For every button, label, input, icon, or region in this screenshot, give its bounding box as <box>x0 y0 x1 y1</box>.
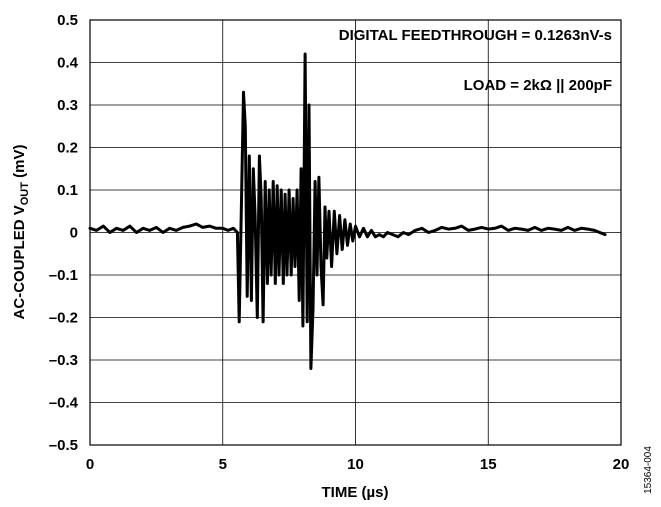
x-tick-label: 20 <box>613 456 630 473</box>
annotation-digital-feedthrough: DIGITAL FEEDTHROUGH = 0.1263nV-s <box>339 27 612 44</box>
x-tick-label: 0 <box>86 456 94 473</box>
x-tick-labels: 0 5 10 15 20 <box>86 456 630 473</box>
y-tick-label: –0.2 <box>49 310 78 327</box>
x-tick-label: 10 <box>347 456 364 473</box>
y-tick-label: 0.4 <box>57 55 79 72</box>
y-tick-label: 0.2 <box>57 140 78 157</box>
series-line-vout <box>88 52 607 370</box>
y-tick-label: –0.1 <box>49 267 78 284</box>
y-tick-label: –0.3 <box>49 352 78 369</box>
y-axis-title-unit: (mV) <box>11 145 28 183</box>
y-tick-labels: 0.5 0.4 0.3 0.2 0.1 0 –0.1 –0.2 –0.3 –0.4 –0.5 <box>49 12 79 454</box>
y-axis-title-subscript: OUT <box>19 182 31 206</box>
y-axis-title: AC-COUPLED VOUT (mV) <box>11 145 31 320</box>
y-axis-title-main: AC-COUPLED V <box>11 205 28 319</box>
grid-lines <box>90 20 621 445</box>
figure-id: 15364-004 <box>643 446 654 494</box>
x-axis-title: TIME (µs) <box>322 484 389 501</box>
y-tick-label: –0.4 <box>49 395 79 412</box>
y-tick-label: 0.1 <box>57 182 78 199</box>
x-tick-label: 5 <box>219 456 227 473</box>
y-tick-label: 0 <box>70 225 78 242</box>
y-tick-label: –0.5 <box>49 437 78 454</box>
annotation-load: LOAD = 2kΩ || 200pF <box>464 77 612 94</box>
y-tick-label: 0.5 <box>57 12 78 29</box>
plot-frame <box>89 19 622 446</box>
x-tick-label: 15 <box>480 456 497 473</box>
y-tick-label: 0.3 <box>57 97 78 114</box>
